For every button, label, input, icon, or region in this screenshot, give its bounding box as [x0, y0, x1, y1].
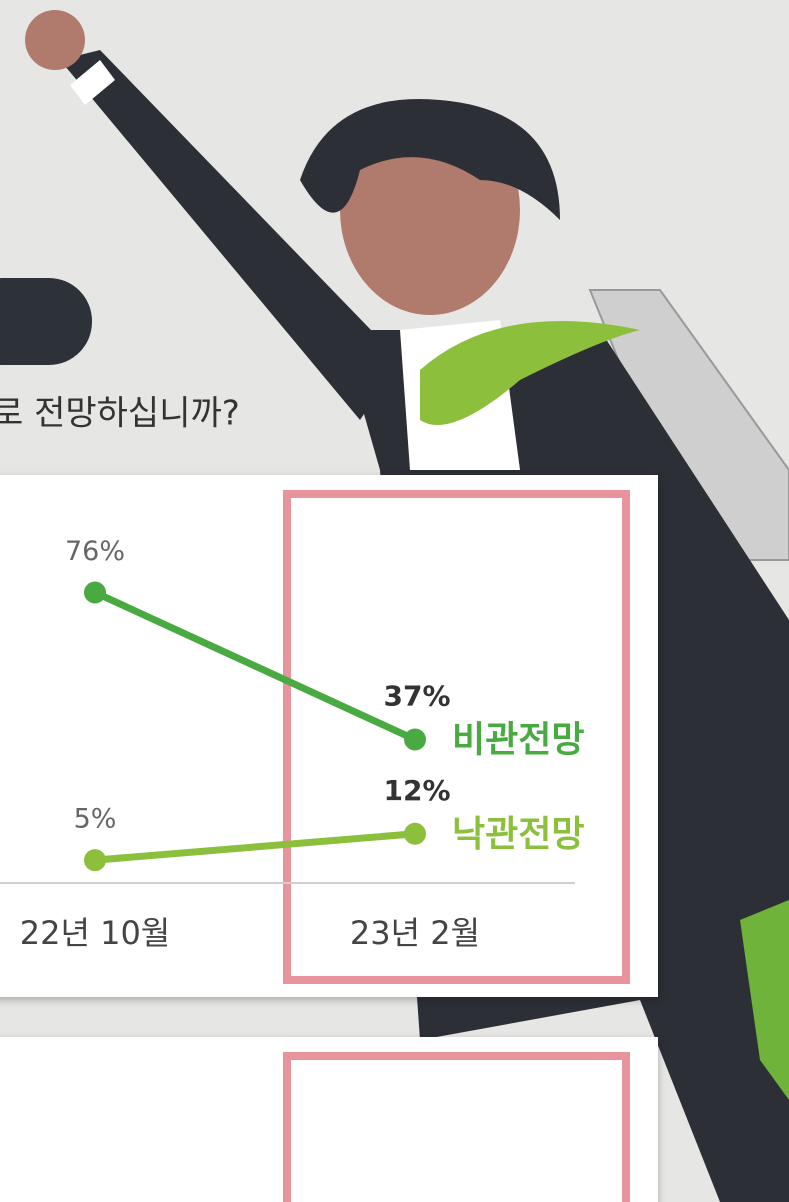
- legend-label: 낙관전망: [452, 814, 584, 855]
- question: 로 전망하십니까?: [0, 394, 240, 434]
- series-line: [91, 830, 419, 864]
- title-pill: [0, 278, 92, 365]
- highlight-box: [283, 1052, 630, 1202]
- data-label: 12%: [383, 774, 450, 807]
- point: [84, 581, 106, 604]
- data-label: 37%: [383, 680, 450, 713]
- chart: 22년 10월 23년 2월 76% 37%비관전망 5% 12%낙관전망: [20, 536, 585, 952]
- point: [404, 822, 426, 845]
- x-tick-label: 23년 2월: [350, 914, 480, 952]
- x-tick-label: 22년 10월: [20, 914, 171, 952]
- data-label: 76%: [65, 536, 125, 567]
- data-label: 5%: [74, 804, 117, 835]
- card: [0, 1037, 658, 1202]
- point: [404, 728, 426, 751]
- series-line: [91, 588, 419, 744]
- highlight-box: [283, 490, 630, 984]
- chart-card: [0, 475, 658, 997]
- legend-label: 비관전망: [452, 720, 584, 761]
- point: [84, 849, 106, 872]
